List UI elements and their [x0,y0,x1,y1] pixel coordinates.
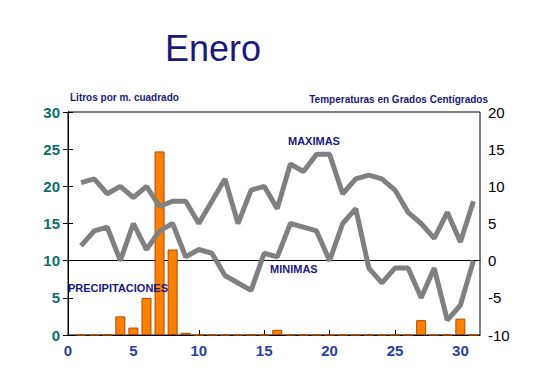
svg-text:-5: -5 [488,289,501,306]
svg-text:5: 5 [488,215,496,232]
svg-text:MINIMAS: MINIMAS [270,263,318,275]
svg-text:25: 25 [43,141,60,158]
svg-text:Litros por m. cuadrado: Litros por m. cuadrado [70,92,179,103]
svg-text:PRECIPITACIONES: PRECIPITACIONES [68,282,168,294]
svg-text:0: 0 [488,252,496,269]
svg-text:30: 30 [452,342,469,359]
svg-text:0: 0 [52,327,60,344]
svg-text:10: 10 [488,178,505,195]
svg-text:20: 20 [321,342,338,359]
svg-text:30: 30 [43,104,60,121]
svg-text:25: 25 [387,342,404,359]
svg-text:5: 5 [129,342,137,359]
svg-text:20: 20 [488,104,505,121]
svg-text:10: 10 [190,342,207,359]
svg-text:Temperaturas en Grados Centígr: Temperaturas en Grados Centígrados [309,94,488,105]
svg-text:0: 0 [64,342,72,359]
svg-text:10: 10 [43,252,60,269]
svg-text:15: 15 [43,215,60,232]
svg-text:20: 20 [43,178,60,195]
svg-text:15: 15 [256,342,273,359]
svg-text:MAXIMAS: MAXIMAS [288,135,340,147]
svg-text:15: 15 [488,141,505,158]
svg-text:-10: -10 [488,327,510,344]
svg-text:Enero: Enero [165,28,261,69]
svg-text:5: 5 [52,289,60,306]
